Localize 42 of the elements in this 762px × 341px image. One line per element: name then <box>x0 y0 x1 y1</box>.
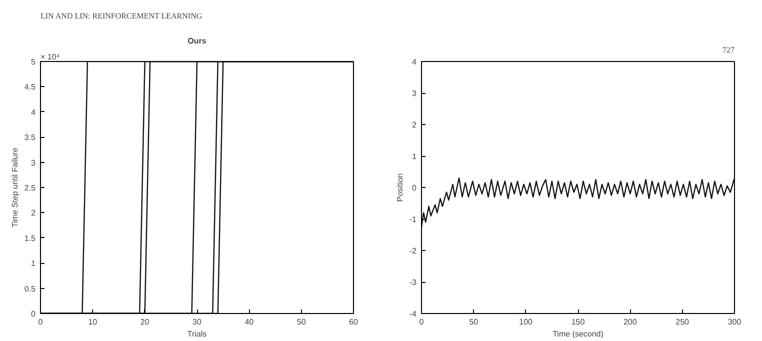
y-tick-label: 0 <box>412 184 418 192</box>
text: LIN AND LIN: REINFORCEMENT LEARNING <box>40 12 202 20</box>
y-tick-label: -2 <box>409 246 418 256</box>
y-tick-label: 1 <box>31 259 36 268</box>
y-tick-label: 3 <box>412 89 418 98</box>
x-tick-label: 30 <box>192 318 202 326</box>
x-tick-label: 60 <box>349 318 358 326</box>
y-tick-label: 2.5 <box>24 184 36 192</box>
y-axis-title: Time Step until Failure <box>10 147 20 228</box>
y-tick-label: 4 <box>412 58 418 66</box>
y-tick-label: 4.5 <box>24 82 36 92</box>
y-tick-label: -4 <box>409 310 418 318</box>
y-tick-label: 1 <box>412 152 418 161</box>
y-tick-label: 0.5 <box>24 284 36 294</box>
y-tick-label: 3 <box>31 158 36 168</box>
y-tick-label: 3.5 <box>24 133 36 142</box>
x-tick-label: 50 <box>469 318 479 326</box>
y-axis-title: Position <box>395 173 404 202</box>
x-tick-label: 20 <box>140 318 150 326</box>
x-tick-label: 150 <box>571 318 586 326</box>
y-tick-label: -3 <box>409 278 418 287</box>
x-tick-label: 0 <box>38 318 44 326</box>
y-tick-label: 0 <box>31 310 36 318</box>
x-axis-title: Time (second) <box>552 330 604 338</box>
x-tick-label: 40 <box>244 318 254 326</box>
y-tick-label: 5 <box>31 58 36 66</box>
annotation: × 10⁴ <box>40 52 60 62</box>
y-tick-label: 1.5 <box>24 234 36 243</box>
x-tick-label: 0 <box>419 318 424 326</box>
y-tick-label: 2 <box>412 120 418 130</box>
x-tick-label: 300 <box>728 318 742 326</box>
text: 727 <box>722 46 734 54</box>
x-tick-label: 100 <box>519 318 534 326</box>
y-tick-label: 2 <box>31 208 36 218</box>
chart-title: Ours <box>188 36 207 46</box>
y-tick-label: -1 <box>409 215 418 224</box>
x-tick-label: 50 <box>296 318 306 326</box>
x-axis-title: Trials <box>187 330 207 338</box>
y-tick-label: 4 <box>31 108 36 117</box>
x-tick-label: 10 <box>88 318 98 326</box>
x-tick-label: 200 <box>623 318 638 326</box>
x-tick-label: 250 <box>676 318 690 326</box>
